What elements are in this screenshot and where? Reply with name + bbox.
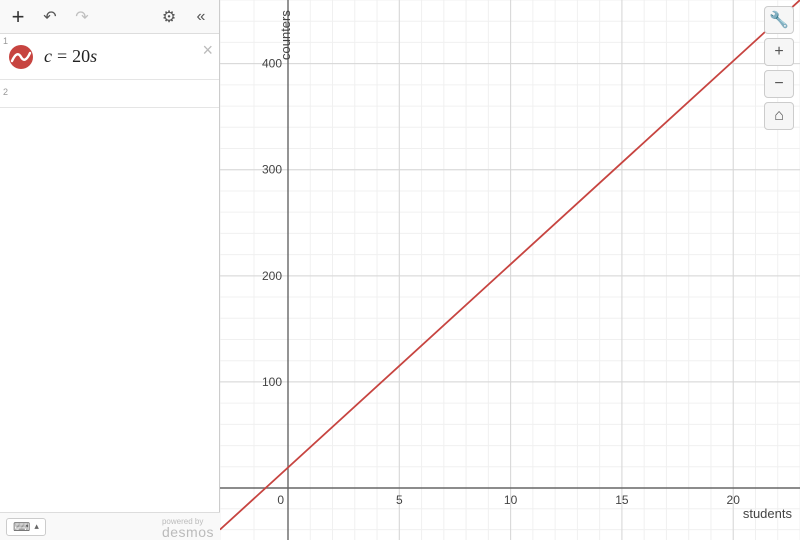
chevron-up-icon: ▴	[34, 521, 39, 532]
undo-icon: ↶	[43, 7, 56, 27]
gear-icon: ⚙	[162, 7, 176, 27]
undo-button[interactable]: ↶	[34, 2, 66, 32]
expression-color-chip[interactable]	[8, 44, 34, 70]
formula-var: s	[90, 46, 97, 66]
plus-icon: +	[774, 43, 783, 61]
graph-settings-button[interactable]: 🔧	[764, 6, 794, 34]
zoom-out-button[interactable]: −	[764, 70, 794, 98]
plus-icon: +	[12, 4, 25, 30]
expression-row[interactable]: 1 c=20s ×	[0, 34, 219, 80]
sidebar-footer: ⌨ ▴ powered by desmos	[0, 512, 220, 540]
svg-text:0: 0	[277, 493, 284, 507]
graph-pane[interactable]: 05101520100200300400 counters students 🔧…	[220, 0, 800, 540]
sidebar: + ↶ ↷ ⚙ « 1 c=20s ×	[0, 0, 220, 540]
svg-text:5: 5	[396, 493, 403, 507]
powered-by: powered by desmos	[162, 517, 214, 537]
formula-coef: 20	[72, 46, 90, 66]
graph-controls: 🔧 + − ⌂	[764, 6, 794, 130]
home-icon: ⌂	[774, 107, 784, 125]
formula-lhs: c	[44, 46, 52, 66]
settings-button[interactable]: ⚙	[153, 2, 185, 32]
brand-name: desmos	[162, 527, 214, 537]
svg-text:10: 10	[504, 493, 518, 507]
add-expression-button[interactable]: +	[2, 2, 34, 32]
redo-button[interactable]: ↷	[66, 2, 98, 32]
y-axis-label: counters	[278, 10, 293, 60]
expression-list: 1 c=20s × 2	[0, 34, 219, 540]
expression-formula[interactable]: c=20s	[44, 46, 97, 67]
expression-row-empty[interactable]: 2	[0, 80, 219, 108]
svg-text:20: 20	[727, 493, 741, 507]
app-root: + ↶ ↷ ⚙ « 1 c=20s ×	[0, 0, 800, 540]
delete-expression-button[interactable]: ×	[202, 40, 213, 61]
redo-icon: ↷	[75, 7, 88, 27]
wrench-icon: 🔧	[769, 10, 789, 30]
keyboard-icon: ⌨	[13, 520, 30, 534]
x-axis-label: students	[743, 506, 792, 521]
graph-canvas[interactable]: 05101520100200300400	[220, 0, 800, 540]
zoom-in-button[interactable]: +	[764, 38, 794, 66]
sidebar-toolbar: + ↶ ↷ ⚙ «	[0, 0, 219, 34]
svg-text:15: 15	[615, 493, 629, 507]
keyboard-toggle-button[interactable]: ⌨ ▴	[6, 518, 46, 536]
row-number: 2	[3, 87, 8, 97]
minus-icon: −	[774, 75, 783, 93]
chevron-left-icon: «	[197, 8, 206, 26]
wave-icon	[8, 44, 34, 70]
collapse-sidebar-button[interactable]: «	[185, 2, 217, 32]
svg-text:200: 200	[262, 269, 282, 283]
svg-text:300: 300	[262, 163, 282, 177]
svg-text:100: 100	[262, 375, 282, 389]
home-button[interactable]: ⌂	[764, 102, 794, 130]
formula-eq: =	[57, 46, 67, 66]
